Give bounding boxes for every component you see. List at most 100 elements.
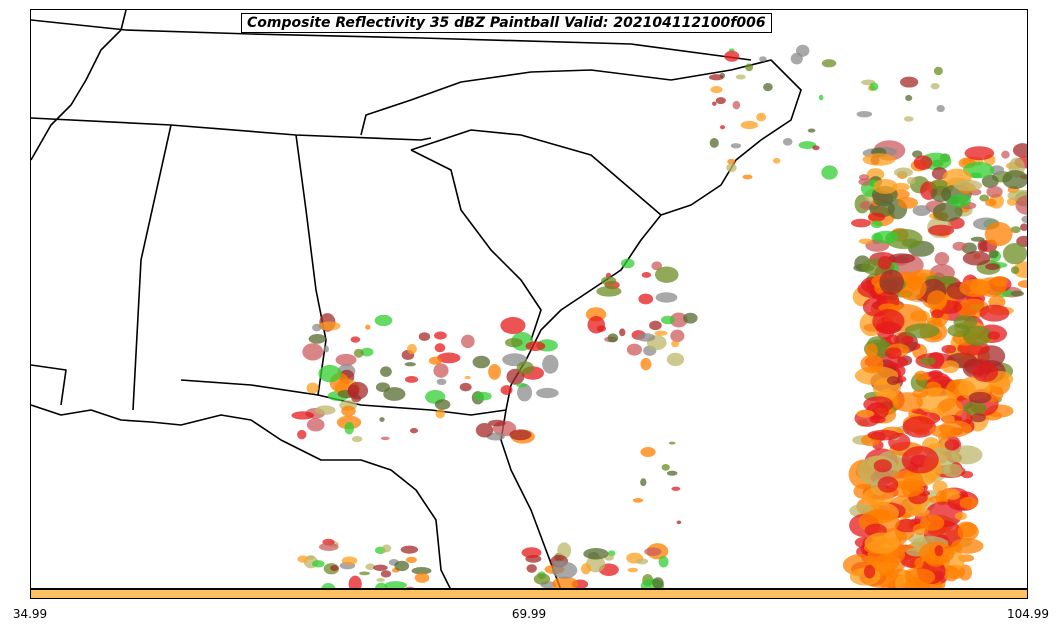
- paintball-blob: [676, 520, 682, 525]
- paintball-blob: [414, 572, 430, 583]
- paintball-blob: [884, 361, 899, 368]
- map-title: Composite Reflectivity 35 dBZ Paintball …: [241, 13, 772, 33]
- paintball-blob: [913, 155, 933, 170]
- paintball-blob: [302, 343, 324, 361]
- paintball-blob: [601, 276, 617, 286]
- paintball-blob: [865, 343, 878, 358]
- paintball-blob: [620, 258, 635, 269]
- paintball-blob: [927, 290, 948, 311]
- paintball-blob: [652, 577, 664, 588]
- paintball-blob: [312, 323, 322, 332]
- paintball-blob: [905, 568, 936, 586]
- paintball-blob: [745, 63, 754, 72]
- paintball-blob: [1001, 150, 1010, 159]
- al-ms-border: [132, 124, 172, 411]
- paintball-blob: [348, 575, 362, 588]
- paintball-blob: [341, 556, 358, 565]
- paintball-blob: [930, 82, 940, 90]
- paintball-blob: [911, 507, 930, 517]
- paintball-blob: [869, 415, 886, 424]
- ms-la-border: [31, 364, 67, 406]
- paintball-blob: [407, 343, 417, 355]
- paintball-blob: [886, 376, 901, 385]
- paintball-blob: [1017, 280, 1027, 288]
- paintball-blob: [380, 366, 392, 377]
- paintball-blob: [954, 512, 967, 521]
- paintball-blob: [321, 582, 336, 588]
- gulf-coastline: [31, 404, 451, 588]
- paintball-blob: [869, 82, 879, 91]
- paintball-blob: [860, 354, 884, 374]
- paintball-blob: [344, 421, 355, 435]
- paintball-blob: [942, 463, 963, 478]
- paintball-blob: [660, 315, 675, 325]
- river-border: [31, 10, 127, 161]
- paintball-blob: [987, 331, 1001, 340]
- paintball-blob: [632, 498, 644, 503]
- boundaries: [31, 10, 802, 588]
- paintball-blob: [666, 352, 685, 367]
- paintball-blob: [867, 212, 886, 222]
- paintball-blob: [851, 218, 871, 228]
- paintball-blob: [306, 382, 319, 394]
- paintball-blob: [919, 356, 936, 366]
- paintball-blob: [434, 331, 447, 340]
- paintball-blob: [901, 335, 914, 344]
- paintball-blob: [488, 363, 501, 380]
- paintball-blob: [938, 420, 972, 438]
- paintball-blob: [464, 375, 471, 380]
- paintball-blob: [669, 312, 688, 328]
- paintball-blob: [937, 398, 964, 420]
- paintball-blob: [373, 564, 388, 571]
- paintball-blob: [730, 143, 742, 149]
- paintball-blob: [727, 158, 736, 165]
- paintball-blob: [671, 340, 680, 348]
- paintball-blob: [436, 378, 447, 386]
- paintball-blob: [552, 561, 578, 579]
- paintball-blob: [306, 418, 325, 432]
- paintball-blob: [708, 74, 724, 81]
- paintball-blob: [901, 446, 939, 474]
- paintball-blob: [933, 66, 943, 76]
- paintball-blob: [641, 272, 652, 278]
- paintball-blob: [742, 174, 753, 180]
- paintball-blob: [376, 578, 385, 582]
- paintball-blob: [870, 220, 883, 229]
- paintball-blob: [930, 185, 952, 202]
- paintball-blob: [297, 429, 307, 440]
- paintball-blob: [873, 459, 892, 473]
- paintball-blob: [904, 323, 940, 339]
- paintball-blob: [308, 334, 327, 344]
- paintball-blob: [374, 314, 393, 327]
- paintball-blob: [384, 581, 407, 588]
- paintball-blob: [474, 391, 492, 401]
- paintball-blob: [710, 85, 723, 94]
- paintball-blob: [640, 446, 656, 457]
- colorbar: [30, 589, 1028, 599]
- paintball-blob: [856, 409, 875, 418]
- paintball-blob: [984, 221, 1013, 247]
- paintball-blob: [583, 548, 609, 560]
- paintball-blob: [862, 153, 896, 166]
- paintball-blob: [763, 82, 773, 92]
- paintball-blob: [1020, 223, 1027, 231]
- paintball-blob: [435, 408, 446, 419]
- paintball-blob: [400, 545, 419, 554]
- paintball-blob: [985, 263, 1000, 270]
- paintball-blob: [627, 567, 639, 573]
- paintball-blob: [893, 167, 913, 178]
- paintball-blob: [380, 436, 390, 441]
- paintball-blob: [912, 388, 929, 398]
- paintball-blob: [636, 558, 649, 565]
- paintball-blob: [941, 344, 957, 354]
- paintball-blob: [516, 383, 528, 388]
- paintball-blob: [907, 176, 916, 185]
- paintball-blob: [542, 354, 559, 374]
- paintball-blob: [381, 544, 392, 553]
- state-border-tn: [31, 117, 432, 141]
- paintball-blob: [517, 383, 533, 402]
- paintball-blob: [858, 238, 873, 245]
- paintball-blob: [782, 138, 793, 146]
- paintball-blob: [626, 343, 643, 356]
- nc-sc-border: [410, 129, 662, 216]
